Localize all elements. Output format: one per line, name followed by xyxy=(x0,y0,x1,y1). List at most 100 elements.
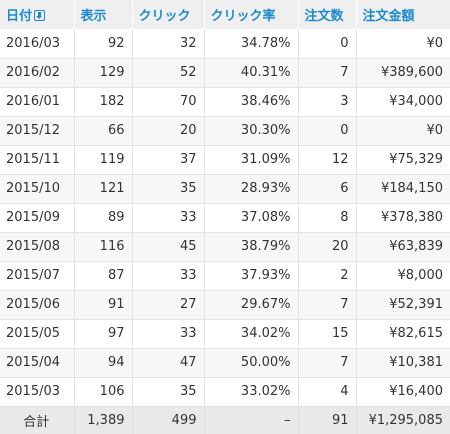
table-header-row: 日付 表示 クリック クリック率 注文数 注文金額 xyxy=(0,0,450,29)
cell-views: 92 xyxy=(74,29,133,59)
table-row: 2016/02 129 52 40.31% 7 ¥389,600 xyxy=(0,58,450,88)
cell-date: 2015/10 xyxy=(0,174,75,204)
column-header-amount[interactable]: 注文金額 xyxy=(356,0,450,29)
total-views: 1,389 xyxy=(74,406,133,434)
cell-date: 2016/03 xyxy=(0,29,75,59)
cell-views: 116 xyxy=(74,232,133,262)
total-ctr: – xyxy=(204,406,299,434)
total-orders: 91 xyxy=(298,406,357,434)
cell-orders: 8 xyxy=(298,203,357,233)
cell-amount: ¥34,000 xyxy=(356,87,450,117)
cell-views: 89 xyxy=(74,203,133,233)
cell-amount: ¥0 xyxy=(356,29,450,59)
table-row: 2015/06 91 27 29.67% 7 ¥52,391 xyxy=(0,290,450,320)
cell-amount: ¥184,150 xyxy=(356,174,450,204)
table-row: 2015/11 119 37 31.09% 12 ¥75,329 xyxy=(0,145,450,175)
cell-ctr: 29.67% xyxy=(204,290,299,320)
cell-date: 2015/03 xyxy=(0,377,75,407)
cell-views: 97 xyxy=(74,319,133,349)
cell-orders: 2 xyxy=(298,261,357,291)
cell-amount: ¥389,600 xyxy=(356,58,450,88)
cell-clicks: 20 xyxy=(132,116,205,146)
cell-amount: ¥16,400 xyxy=(356,377,450,407)
cell-ctr: 30.30% xyxy=(204,116,299,146)
cell-clicks: 52 xyxy=(132,58,205,88)
cell-clicks: 35 xyxy=(132,377,205,407)
cell-ctr: 37.08% xyxy=(204,203,299,233)
cell-date: 2015/09 xyxy=(0,203,75,233)
cell-orders: 3 xyxy=(298,87,357,117)
cell-orders: 20 xyxy=(298,232,357,262)
column-header-clicks[interactable]: クリック xyxy=(132,0,205,29)
cell-date: 2015/06 xyxy=(0,290,75,320)
cell-orders: 6 xyxy=(298,174,357,204)
cell-orders: 0 xyxy=(298,116,357,146)
total-clicks: 499 xyxy=(132,406,205,434)
cell-ctr: 33.02% xyxy=(204,377,299,407)
cell-views: 129 xyxy=(74,58,133,88)
cell-clicks: 35 xyxy=(132,174,205,204)
cell-amount: ¥75,329 xyxy=(356,145,450,175)
cell-clicks: 33 xyxy=(132,203,205,233)
cell-ctr: 28.93% xyxy=(204,174,299,204)
cell-orders: 15 xyxy=(298,319,357,349)
column-header-views[interactable]: 表示 xyxy=(74,0,133,29)
cell-date: 2015/08 xyxy=(0,232,75,262)
cell-ctr: 37.93% xyxy=(204,261,299,291)
total-label: 合計 xyxy=(0,406,75,434)
cell-views: 119 xyxy=(74,145,133,175)
cell-amount: ¥0 xyxy=(356,116,450,146)
cell-amount: ¥63,839 xyxy=(356,232,450,262)
table-row: 2015/03 106 35 33.02% 4 ¥16,400 xyxy=(0,377,450,407)
total-row: 合計 1,389 499 – 91 ¥1,295,085 xyxy=(0,406,450,434)
cell-date: 2016/02 xyxy=(0,58,75,88)
cell-orders: 7 xyxy=(298,348,357,378)
cell-orders: 12 xyxy=(298,145,357,175)
table-row: 2015/08 116 45 38.79% 20 ¥63,839 xyxy=(0,232,450,262)
column-header-ctr[interactable]: クリック率 xyxy=(204,0,299,29)
cell-clicks: 37 xyxy=(132,145,205,175)
cell-clicks: 32 xyxy=(132,29,205,59)
cell-clicks: 33 xyxy=(132,261,205,291)
sort-descending-icon[interactable] xyxy=(34,10,46,21)
cell-views: 121 xyxy=(74,174,133,204)
cell-orders: 0 xyxy=(298,29,357,59)
cell-date: 2015/05 xyxy=(0,319,75,349)
column-header-orders[interactable]: 注文数 xyxy=(298,0,357,29)
total-amount: ¥1,295,085 xyxy=(368,412,443,428)
cell-views: 106 xyxy=(74,377,133,407)
cell-amount: ¥10,381 xyxy=(356,348,450,378)
cell-views: 91 xyxy=(74,290,133,320)
cell-amount: ¥52,391 xyxy=(356,290,450,320)
column-header-date-label: 日付 xyxy=(6,9,33,24)
column-header-date[interactable]: 日付 xyxy=(0,0,75,29)
cell-date: 2015/07 xyxy=(0,261,75,291)
cell-ctr: 31.09% xyxy=(204,145,299,175)
cell-clicks: 27 xyxy=(132,290,205,320)
cell-views: 66 xyxy=(74,116,133,146)
table-row: 2016/03 92 32 34.78% 0 ¥0 xyxy=(0,29,450,59)
cell-clicks: 33 xyxy=(132,319,205,349)
table-row: 2015/04 94 47 50.00% 7 ¥10,381 xyxy=(0,348,450,378)
cell-amount: ¥8,000 xyxy=(356,261,450,291)
cell-clicks: 47 xyxy=(132,348,205,378)
cell-clicks: 70 xyxy=(132,87,205,117)
cell-views: 87 xyxy=(74,261,133,291)
table-row: 2015/09 89 33 37.08% 8 ¥378,380 xyxy=(0,203,450,233)
table-row: 2015/05 97 33 34.02% 15 ¥82,615 xyxy=(0,319,450,349)
cell-ctr: 50.00% xyxy=(204,348,299,378)
cell-date: 2015/12 xyxy=(0,116,75,146)
cell-amount: ¥82,615 xyxy=(356,319,450,349)
cell-orders: 7 xyxy=(298,58,357,88)
cell-ctr: 34.02% xyxy=(204,319,299,349)
cell-views: 182 xyxy=(74,87,133,117)
cell-amount: ¥378,380 xyxy=(356,203,450,233)
cell-orders: 4 xyxy=(298,377,357,407)
cell-ctr: 34.78% xyxy=(204,29,299,59)
cell-date: 2015/11 xyxy=(0,145,75,175)
table-row: 2015/10 121 35 28.93% 6 ¥184,150 xyxy=(0,174,450,204)
cell-ctr: 38.79% xyxy=(204,232,299,262)
table-row: 2016/01 182 70 38.46% 3 ¥34,000 xyxy=(0,87,450,117)
table-row: 2015/12 66 20 30.30% 0 ¥0 xyxy=(0,116,450,146)
